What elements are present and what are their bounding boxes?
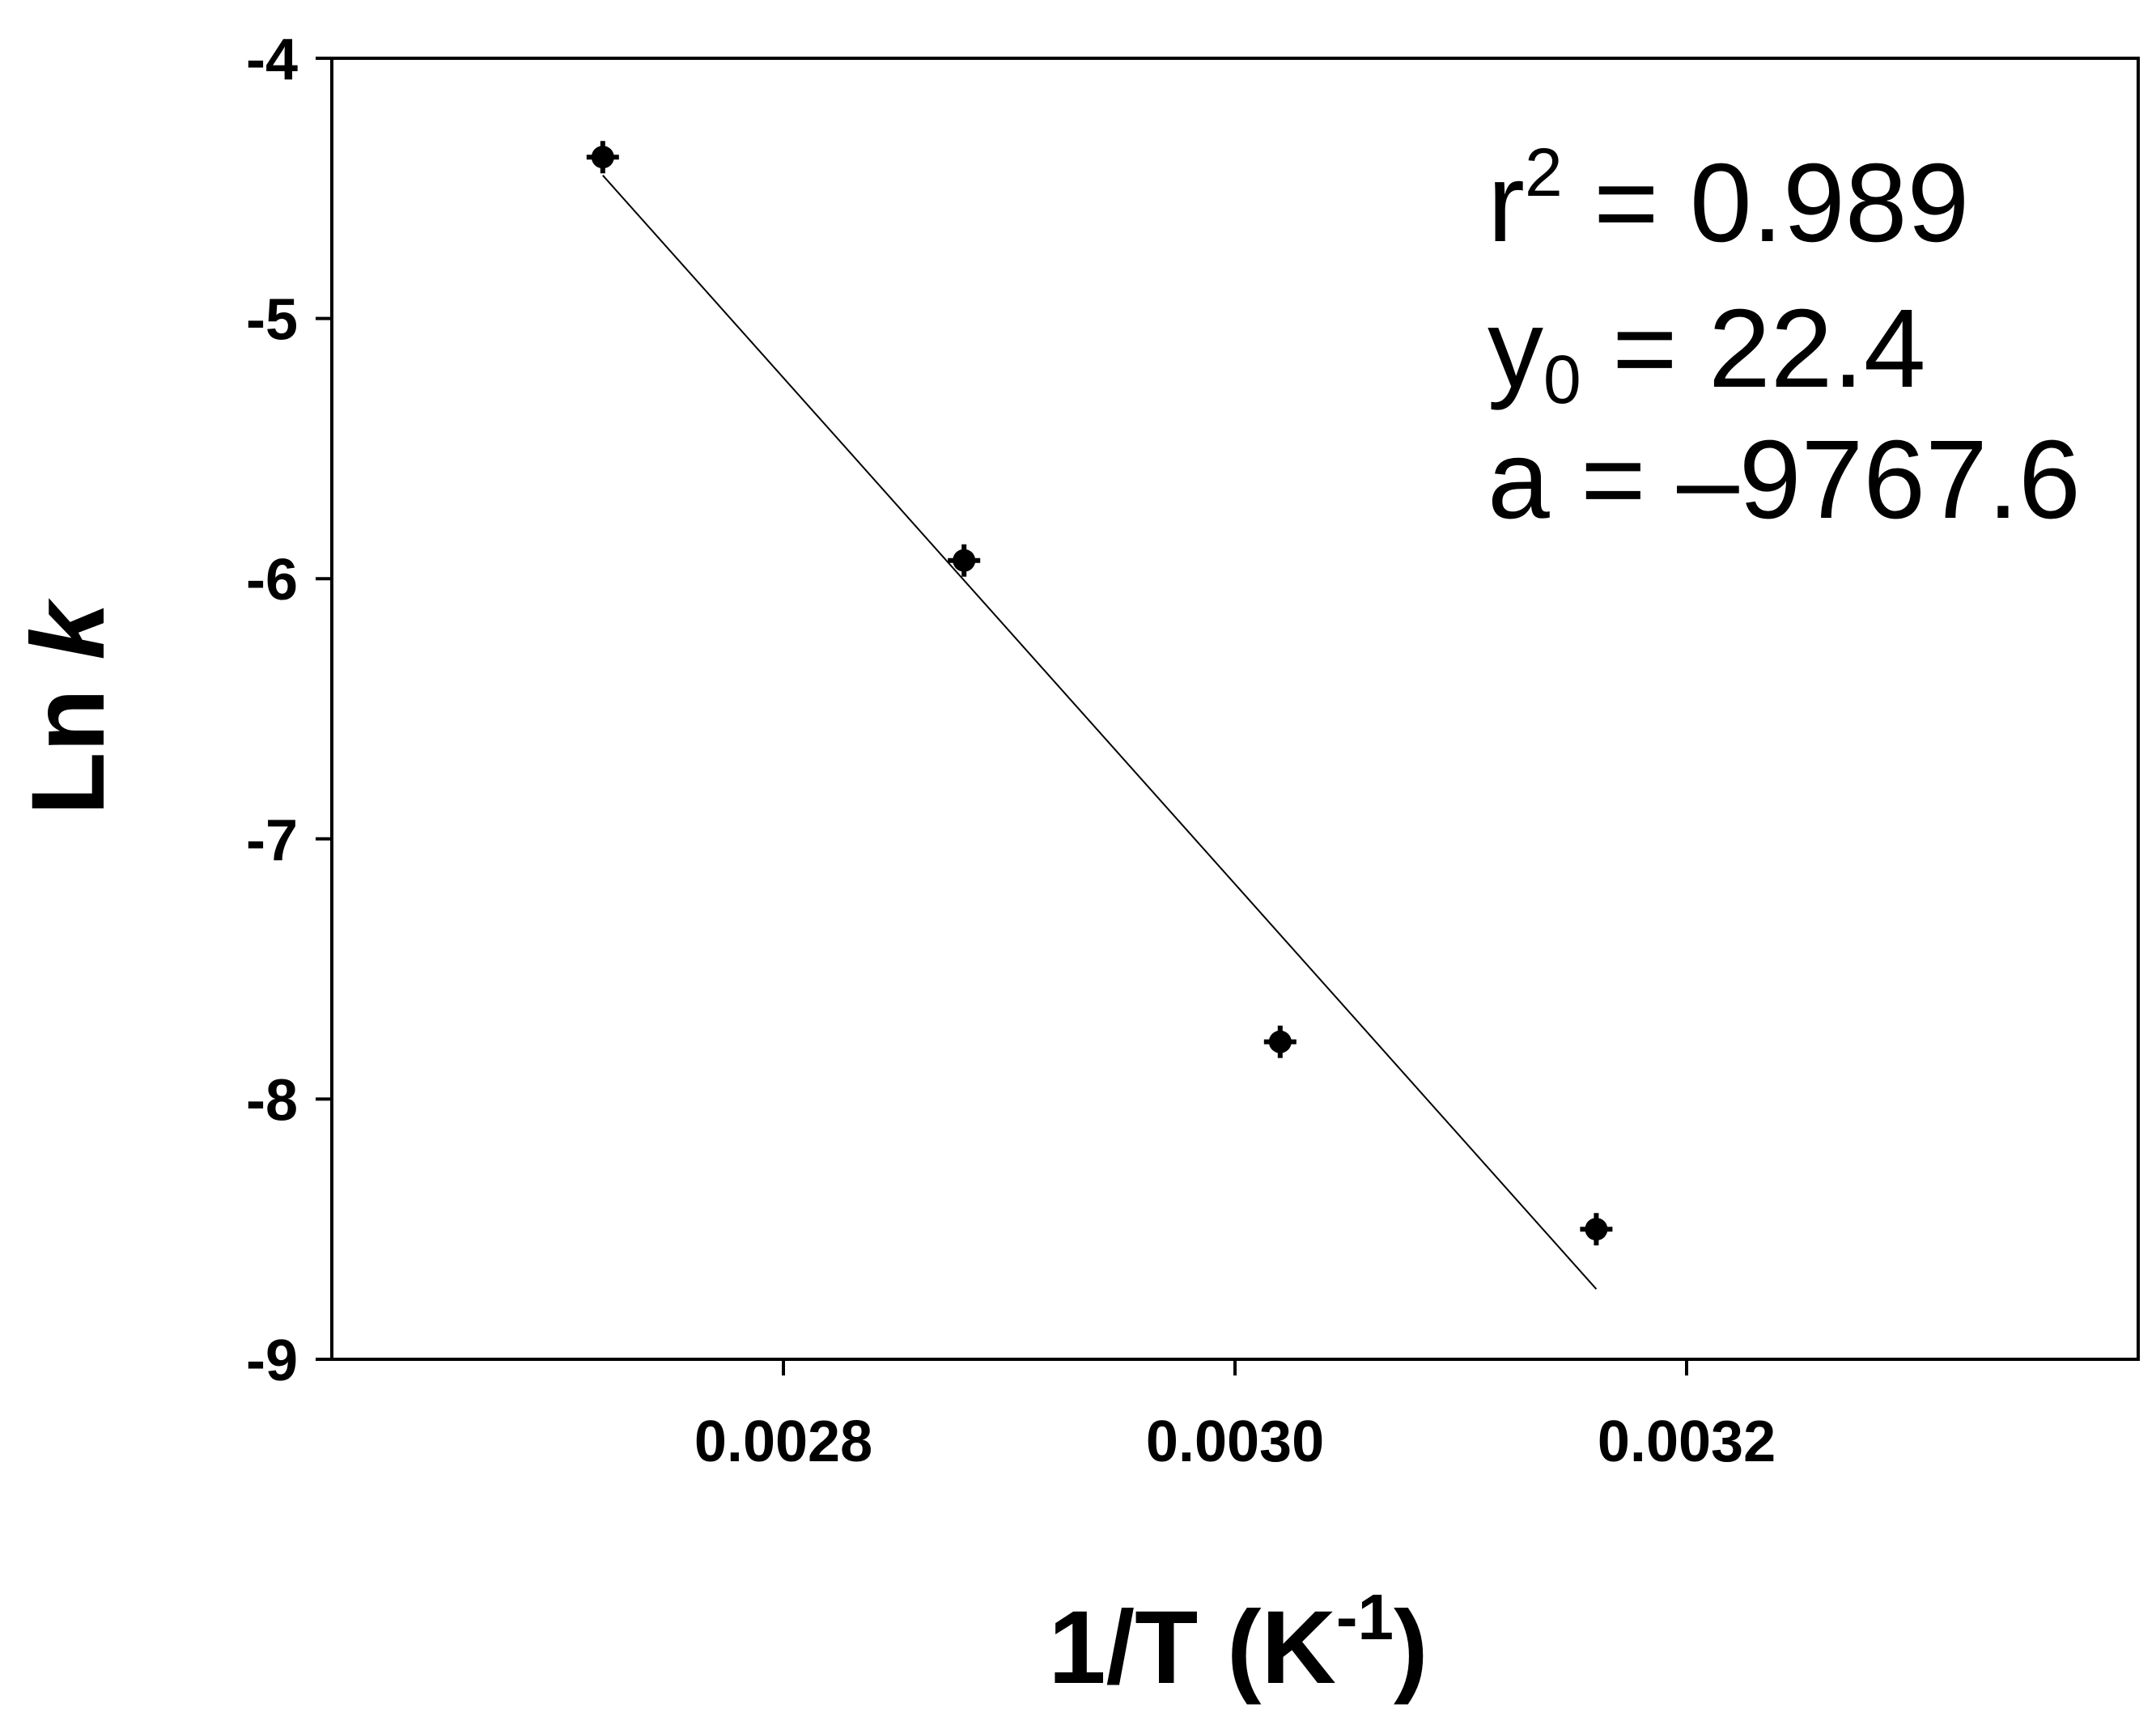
data-points [586, 141, 1613, 1246]
x-tick-label: 0.0032 [1598, 1409, 1776, 1474]
y-axis-ticks: -4 -5 -6 -7 -8 -9 [246, 28, 332, 1393]
y-tick-label: -5 [246, 288, 298, 353]
fit-line [602, 175, 1598, 1290]
fit-line-group [602, 175, 1598, 1290]
annotation-r-squared: r2 = 0.989 [1488, 134, 1969, 265]
x-tick-label: 0.0030 [1146, 1409, 1324, 1474]
annotation-slope: a = –9767.6 [1488, 417, 2081, 542]
y-tick-label: -9 [246, 1329, 298, 1393]
x-tick-label: 0.0028 [694, 1409, 872, 1474]
y-tick-label: -7 [246, 808, 298, 873]
y-tick-label: -8 [246, 1068, 298, 1133]
x-axis-title: 1/T (K-1) [1048, 1581, 1428, 1706]
y-tick-label: -6 [246, 548, 298, 612]
x-axis-ticks: 0.0028 0.0030 0.0032 [694, 1359, 1776, 1474]
y-axis-title: Ln k [11, 598, 126, 816]
annotation-intercept: y0 = 22.4 [1488, 286, 1926, 417]
y-tick-label: -4 [246, 28, 298, 92]
